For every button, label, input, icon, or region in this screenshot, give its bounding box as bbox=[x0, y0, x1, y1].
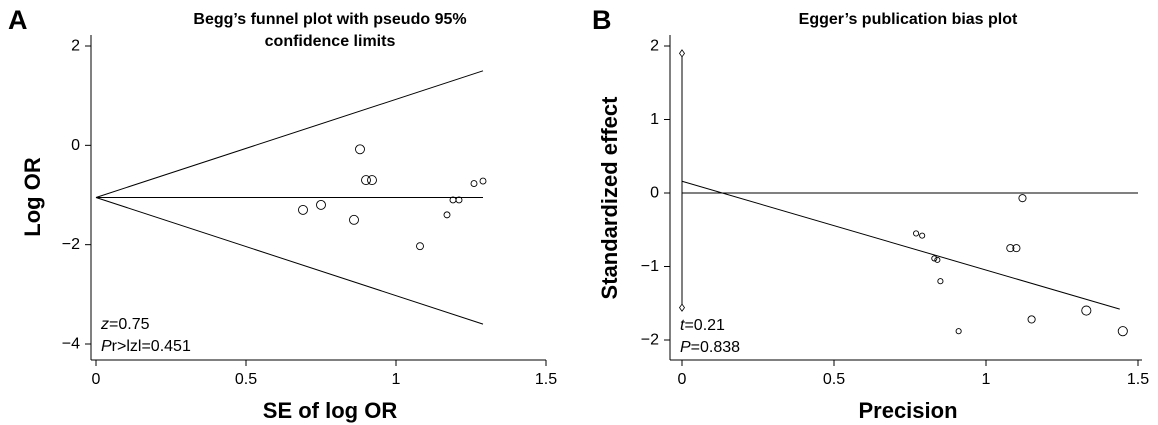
data-point bbox=[443, 211, 451, 219]
panel-b-x-axis-label: Precision bbox=[858, 398, 957, 423]
data-point bbox=[455, 196, 463, 204]
panel-a-title-line1: Begg’s funnel plot with pseudo 95% bbox=[193, 11, 466, 28]
panel-b-t-value: =0.21 bbox=[684, 317, 725, 334]
panel-b-t-statistic: t=0.21 bbox=[680, 317, 725, 334]
panel-a-z-statistic: z=0.75 bbox=[100, 316, 150, 333]
panel-a-x-axis-label: SE of log OR bbox=[263, 398, 398, 423]
data-point bbox=[1018, 194, 1027, 203]
data-point bbox=[955, 328, 962, 335]
panel-a-x-tick-label: 0.5 bbox=[235, 371, 257, 388]
panel-b-ci-upper-marker bbox=[679, 49, 685, 58]
data-point bbox=[355, 144, 365, 155]
panel-b-p-symbol: P bbox=[680, 339, 691, 356]
panel-b-y-tick-label: 1 bbox=[650, 111, 659, 128]
data-point bbox=[913, 230, 920, 237]
data-point bbox=[1117, 326, 1128, 337]
panel-b-x-tick-label: 1 bbox=[982, 371, 991, 388]
data-point bbox=[416, 242, 424, 251]
panel-a-x-tick-label: 1.5 bbox=[535, 371, 557, 388]
panel-b-regression-line bbox=[681, 180, 1120, 310]
data-point bbox=[1027, 315, 1036, 324]
panel-a-p-value: r>lzl=0.451 bbox=[112, 338, 191, 355]
panel-b-x-tick-label: 1.5 bbox=[1127, 371, 1149, 388]
panel-a-x-tick-label: 1 bbox=[392, 371, 401, 388]
data-point bbox=[931, 255, 938, 262]
panel-b-y-axis-label: Standardized effect bbox=[597, 96, 622, 300]
panel-b: B Egger’s publication bias plot 2 1 0 −1… bbox=[592, 5, 1149, 423]
panel-a-upper-confidence-limit bbox=[95, 70, 484, 198]
panel-a-lower-confidence-limit bbox=[95, 197, 484, 325]
panel-a-letter: A bbox=[8, 5, 28, 35]
data-point bbox=[349, 214, 359, 225]
panel-a-y-axis-label: Log OR bbox=[20, 157, 45, 237]
data-point bbox=[470, 180, 478, 188]
data-point bbox=[316, 199, 326, 210]
panel-b-t-symbol: t bbox=[680, 317, 685, 334]
panel-a-data-points bbox=[298, 144, 487, 251]
panel-b-y-tick-label: −2 bbox=[641, 332, 659, 349]
panel-a-y-tick-label: −2 bbox=[62, 236, 80, 253]
panel-a-y-tick-label: −4 bbox=[62, 336, 80, 353]
panel-a-z-symbol: z bbox=[100, 316, 109, 333]
panel-a-x-ticks: 0 0.5 1 1.5 bbox=[92, 360, 557, 388]
panel-a-p-symbol: P bbox=[101, 338, 112, 355]
panel-a-title-line2: confidence limits bbox=[265, 33, 396, 50]
panel-b-letter: B bbox=[592, 5, 612, 35]
panel-a-x-tick-label: 0 bbox=[92, 371, 101, 388]
panel-a-y-tick-label: 0 bbox=[71, 137, 80, 154]
data-point bbox=[919, 232, 926, 239]
data-point bbox=[361, 175, 371, 186]
data-point bbox=[1081, 305, 1092, 316]
data-point bbox=[1012, 244, 1021, 253]
panel-b-ci-lower-marker bbox=[679, 303, 685, 312]
panel-b-title: Egger’s publication bias plot bbox=[799, 11, 1018, 28]
panel-b-p-statistic: P=0.838 bbox=[680, 339, 740, 356]
panel-b-x-ticks: 0 0.5 1 1.5 bbox=[678, 360, 1149, 388]
panel-a-y-ticks: 2 0 −2 −4 bbox=[62, 38, 91, 353]
data-point bbox=[1006, 244, 1015, 253]
panel-a-p-statistic: Pr>lzl=0.451 bbox=[101, 338, 191, 355]
data-point bbox=[298, 204, 308, 215]
panel-a-z-value: =0.75 bbox=[109, 316, 150, 333]
panel-b-data-points bbox=[913, 194, 1128, 337]
data-point bbox=[934, 256, 941, 263]
panel-b-y-ticks: 2 1 0 −1 −2 bbox=[641, 38, 670, 349]
panel-b-x-tick-label: 0 bbox=[678, 371, 687, 388]
data-point bbox=[367, 175, 377, 186]
data-point bbox=[937, 278, 944, 285]
panel-b-x-tick-label: 0.5 bbox=[823, 371, 845, 388]
panel-b-p-value: =0.838 bbox=[691, 339, 740, 356]
panel-b-y-tick-label: 0 bbox=[650, 185, 659, 202]
data-point bbox=[479, 177, 487, 185]
panel-b-y-tick-label: 2 bbox=[650, 38, 659, 55]
panel-b-y-tick-label: −1 bbox=[641, 258, 659, 275]
panel-a-y-tick-label: 2 bbox=[71, 38, 80, 55]
panel-a: A Begg’s funnel plot with pseudo 95% con… bbox=[8, 5, 557, 423]
